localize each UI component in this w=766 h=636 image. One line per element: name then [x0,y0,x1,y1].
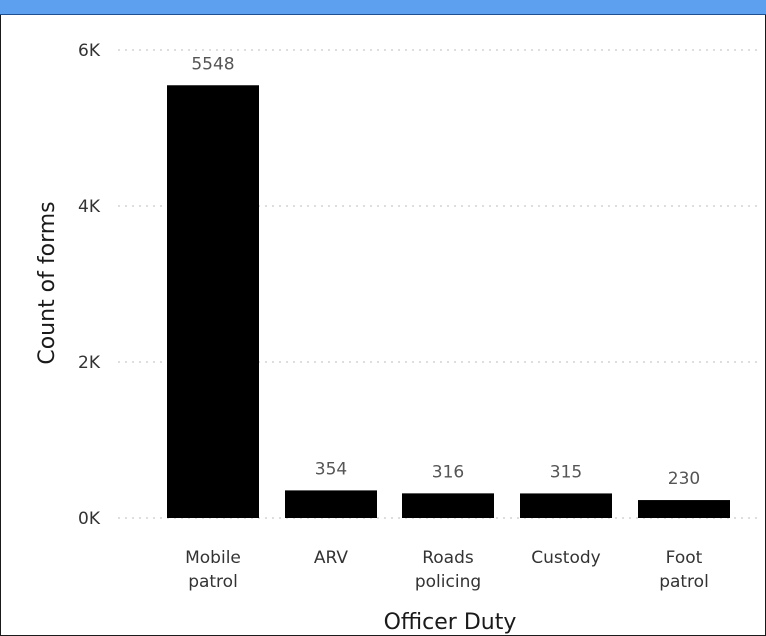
data-labels: 5548 354 316 315 230 [191,54,700,489]
bar[interactable] [402,493,494,518]
bar[interactable] [638,500,730,518]
data-label: 230 [668,469,700,489]
x-axis-categories: Mobile patrol ARV Roads policing Custody Foot p… [185,548,709,592]
y-axis-ticks: 0K 2K 4K 6K [78,41,101,529]
x-axis-title: Officer Duty [384,610,517,635]
x-category-label: ARV [314,548,349,568]
x-category-label: Mobile patrol [185,548,241,592]
header-strip [0,0,766,15]
bars [167,85,730,519]
data-label: 316 [432,462,464,482]
bar[interactable] [520,493,612,518]
y-tick-label: 4K [78,197,101,217]
y-tick-label: 6K [78,41,101,61]
x-category-label: Roads policing [415,548,481,592]
y-axis-title: Count of forms [35,201,60,364]
x-category-label: Custody [531,548,600,568]
data-label: 354 [315,459,347,479]
data-label: 5548 [191,54,234,74]
bar[interactable] [167,85,259,519]
data-label: 315 [550,462,582,482]
x-category-label: Foot patrol [659,548,709,592]
y-tick-label: 2K [78,353,101,373]
y-tick-label: 0K [78,509,101,529]
bar[interactable] [285,490,377,518]
